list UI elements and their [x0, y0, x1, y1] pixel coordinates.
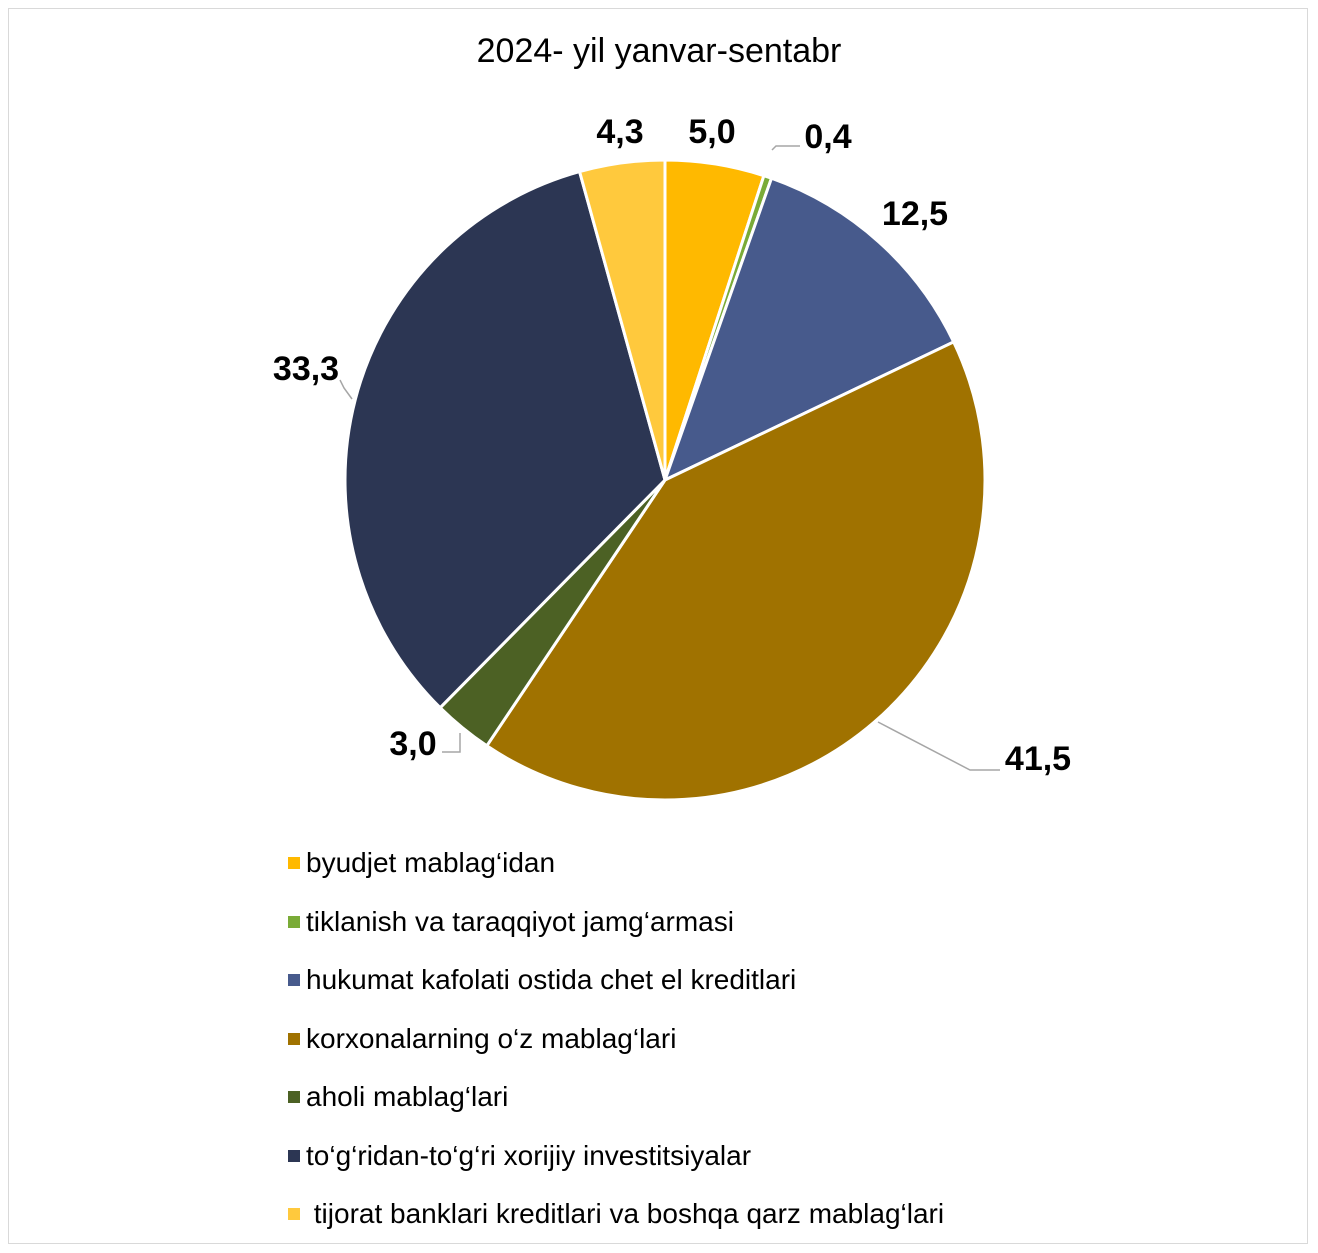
legend-swatch-4: [288, 1032, 300, 1045]
legend-swatch-1: [288, 857, 300, 869]
data-label-4: 41,5: [1005, 740, 1071, 778]
legend-swatch-5: [288, 1091, 300, 1103]
legend-item-7: tijorat banklari kreditlari va boshqa qa…: [288, 1194, 944, 1234]
legend-swatch-7: [288, 1208, 300, 1220]
legend-label-2: tiklanish va taraqqiyot jamg‘armasi: [306, 905, 734, 937]
legend-label-3: hukumat kafolati ostida chet el kreditla…: [306, 964, 797, 995]
leader-line-4: [877, 721, 1000, 771]
leader-line-6: [339, 379, 353, 400]
data-label-1: 5,0: [688, 113, 735, 151]
legend-item-1: byudjet mablag‘idan: [288, 843, 944, 883]
pie-chart: 5,0 0,4 12,5 41,5 3,0 33,3 4,3: [273, 113, 1071, 802]
pie-slice-4: [484, 339, 987, 802]
data-label-6: 33,3: [273, 350, 339, 388]
legend-label-7: tijorat banklari kreditlari va boshqa qa…: [306, 1198, 945, 1229]
legend-swatch-2: [288, 915, 300, 928]
chart-title: 2024- yil yanvar-sentabr: [476, 32, 842, 70]
data-label-3: 12,5: [882, 195, 948, 233]
legend-label-6: to‘g‘ridan-to‘g‘ri xorijiy investitsiyal…: [306, 1139, 752, 1171]
legend-item-5: aholi mablag‘lari: [288, 1077, 944, 1117]
legend-item-2: tiklanish va taraqqiyot jamg‘armasi: [288, 902, 944, 942]
leader-line-2: [771, 145, 800, 151]
data-label-5: 3,0: [389, 725, 436, 763]
legend-item-3: hukumat kafolati ostida chet el kreditla…: [288, 960, 944, 1000]
pie-slice-6: [343, 169, 667, 710]
pie-slice-7: [577, 158, 667, 481]
legend-swatch-6: [288, 1149, 300, 1162]
pie-slice-3: [662, 176, 956, 483]
legend-label-1: byudjet mablag‘idan: [306, 847, 556, 878]
legend-swatch-3: [288, 974, 300, 986]
legend-label-4: korxonalarning o‘z mablag‘lari: [306, 1022, 677, 1054]
legend-label-5: aholi mablag‘lari: [306, 1081, 509, 1112]
leader-line-5: [442, 733, 461, 753]
legend-item-6: to‘g‘ridan-to‘g‘ri xorijiy investitsiyal…: [288, 1136, 944, 1176]
data-label-2: 0,4: [804, 118, 851, 156]
legend-item-4: korxonalarning o‘z mablag‘lari: [288, 1019, 944, 1059]
chart-legend: byudjet mablag‘idan tiklanish va taraqqiy…: [288, 843, 944, 1253]
data-label-7: 4,3: [596, 113, 643, 151]
